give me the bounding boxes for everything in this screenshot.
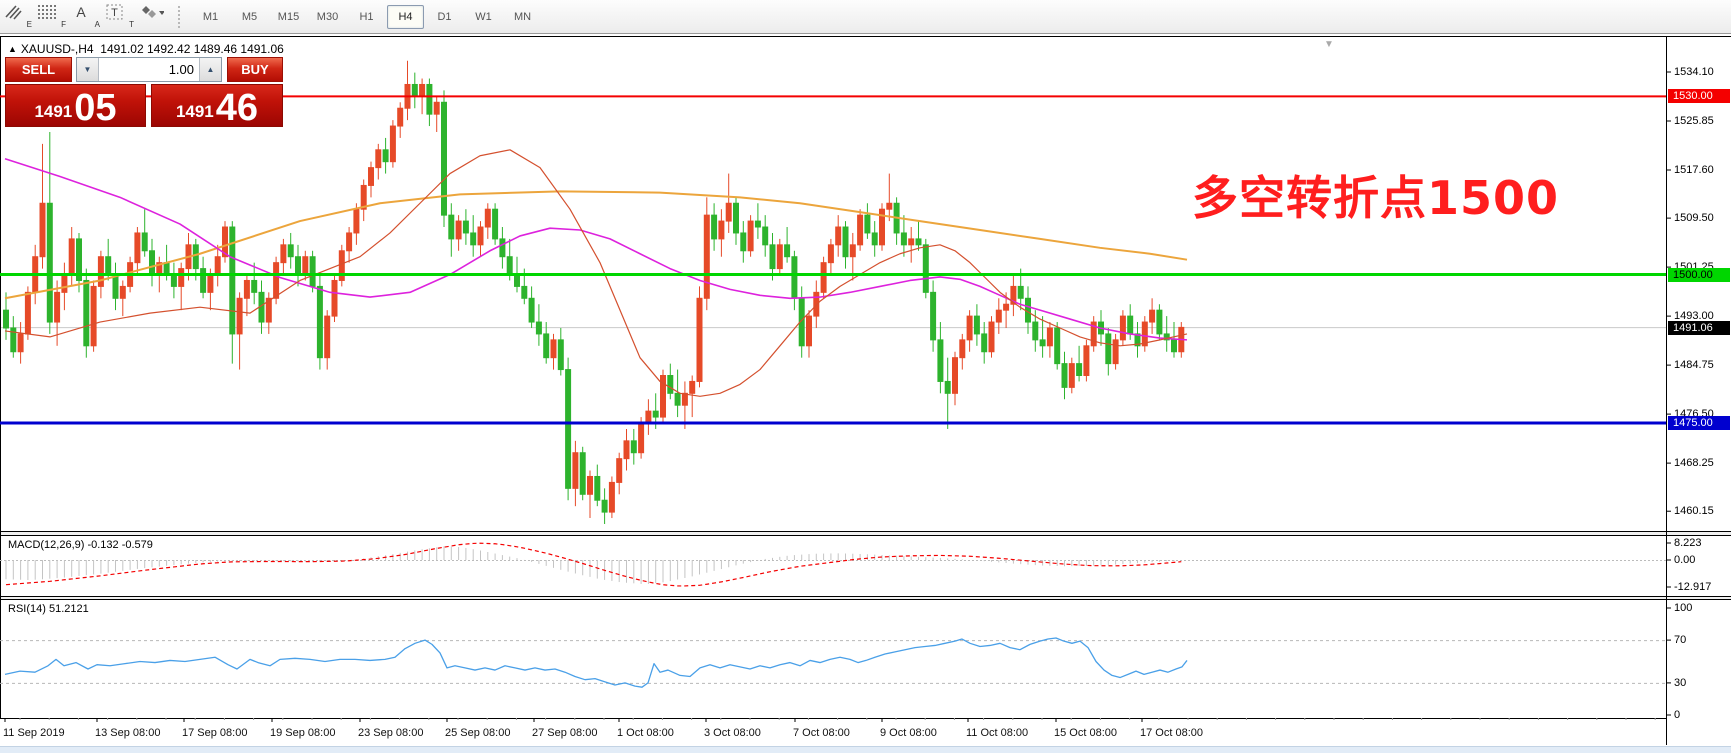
- symbol-title: XAUUSD-,H4: [20, 42, 94, 56]
- date-axis-label: 17 Sep 08:00: [182, 727, 248, 739]
- buy-price-box[interactable]: 1491 46: [151, 84, 283, 127]
- macd-axis-label: 0.00: [1674, 554, 1696, 566]
- rsi-axis-label: 100: [1674, 602, 1693, 614]
- timeframe-button-mn[interactable]: MN: [513, 10, 532, 23]
- timeframe-button-m30[interactable]: M30: [316, 10, 339, 23]
- sell-price-pips: 05: [74, 86, 117, 129]
- chart-header: ▲ XAUUSD-,H4 1491.02 1492.42 1489.46 1491…: [8, 42, 284, 56]
- rsi-axis-label: 0: [1674, 709, 1681, 721]
- ohlc-readout: 1491.02 1492.42 1489.46 1491.06: [100, 42, 284, 56]
- toolbar-separator: [178, 5, 185, 28]
- timeframe-button-d1[interactable]: D1: [437, 10, 452, 23]
- price-tick-label: 1460.15: [1674, 505, 1714, 518]
- date-axis-label: 3 Oct 08:00: [704, 727, 761, 739]
- date-axis-label: 9 Oct 08:00: [880, 727, 937, 739]
- rsi-label: RSI(14) 51.2121: [8, 603, 89, 615]
- volume-dropdown-icon[interactable]: ▼: [77, 58, 99, 81]
- sell-button[interactable]: SELL: [5, 57, 72, 82]
- price-tick-label: 1509.50: [1674, 212, 1714, 225]
- date-axis-label: 17 Oct 08:00: [1140, 727, 1203, 739]
- timeframe-button-h4[interactable]: H4: [387, 4, 424, 29]
- sell-price-main: 1491: [34, 102, 73, 121]
- pencil-draw-tool-icon[interactable]: E: [3, 3, 35, 31]
- macd-signal-line: [5, 542, 1182, 587]
- rsi-line: [4, 637, 1188, 688]
- date-axis-label: 11 Sep 2019: [3, 727, 65, 739]
- date-axis-label: 11 Oct 08:00: [966, 727, 1029, 739]
- fibonacci-grid-tool-icon-label: F: [61, 19, 66, 29]
- price-tick-label: 1468.25: [1674, 457, 1714, 470]
- macd-axis-label: 8.223: [1674, 537, 1702, 549]
- macd-label: MACD(12,26,9) -0.132 -0.579: [8, 539, 153, 551]
- price-tick-label: 1517.60: [1674, 164, 1714, 176]
- rsi-axis-label: 30: [1674, 676, 1687, 689]
- volume-increase-icon[interactable]: ▲: [199, 58, 221, 81]
- rsi-axis-label: 70: [1674, 634, 1687, 647]
- svg-text:T: T: [111, 7, 118, 19]
- buy-price-main: 1491: [175, 102, 214, 121]
- text-label-tool-icon-label: T: [129, 19, 134, 29]
- timeframe-button-m5[interactable]: M5: [241, 10, 258, 23]
- text-tool-icon-label: A: [94, 19, 100, 29]
- svg-text:A: A: [76, 4, 86, 20]
- price-tick-label: 1493.00: [1674, 310, 1714, 323]
- buy-price-pips: 46: [215, 86, 259, 129]
- ma-medium-magenta: [4, 157, 1188, 341]
- window-bottom-strip: [0, 746, 1731, 753]
- buy-button[interactable]: BUY: [227, 57, 283, 82]
- pane-borders: [0, 36, 1731, 745]
- fibonacci-grid-tool-icon[interactable]: F: [37, 3, 69, 31]
- trade-panel: SELL ▼ 1.00 ▲ BUY 1491 05 1491 46: [5, 57, 283, 127]
- price-badge-1500.00: 1500.00: [1668, 267, 1730, 282]
- date-axis-label: 25 Sep 08:00: [445, 727, 511, 739]
- date-axis-label: 13 Sep 08:00: [95, 727, 161, 739]
- price-badge-1475.00: 1475.00: [1668, 416, 1730, 431]
- timeframe-button-m1[interactable]: M1: [202, 10, 219, 23]
- shapes-arrows-tool-icon[interactable]: [139, 3, 171, 31]
- volume-input[interactable]: 1.00: [168, 62, 194, 77]
- date-axis-label: 19 Sep 08:00: [270, 727, 336, 739]
- volume-stepper: ▼ 1.00 ▲: [76, 57, 222, 82]
- candlesticks: [3, 60, 1185, 524]
- timeframe-group: M1 M5 M15 M30 H1 H4 D1 W1 MN: [191, 4, 542, 29]
- date-axis-label: 15 Oct 08:00: [1054, 727, 1117, 739]
- date-axis-label: 27 Sep 08:00: [532, 727, 598, 739]
- timeframe-button-h1[interactable]: H1: [359, 10, 374, 23]
- ma-fast-red: [4, 149, 1188, 397]
- date-axis-label: 1 Oct 08:00: [617, 727, 674, 739]
- price-badge-1491.06: 1491.06: [1668, 320, 1730, 335]
- ma-slow-orange: [4, 190, 1188, 300]
- date-axis-label: 7 Oct 08:00: [793, 727, 850, 739]
- price-tick-label: 1525.85: [1674, 115, 1714, 127]
- rsi-pane: [0, 637, 1666, 688]
- chart-annotation-text: 多空转折点1500: [1192, 171, 1560, 225]
- price-tick-label: 1534.10: [1674, 66, 1714, 78]
- timeframe-button-m15[interactable]: M15: [277, 10, 300, 23]
- sell-price-box[interactable]: 1491 05: [5, 84, 146, 127]
- macd-axis-label: -12.917: [1674, 581, 1712, 593]
- price-tick-label: 1484.75: [1674, 359, 1714, 372]
- price-badge-1530.00: 1530.00: [1668, 89, 1730, 104]
- macd-pane: [0, 542, 1666, 587]
- autoscroll-marker-icon[interactable]: ▼: [1324, 39, 1334, 50]
- date-axis-label: 23 Sep 08:00: [358, 727, 424, 739]
- collapse-panel-icon[interactable]: ▲: [8, 44, 17, 54]
- pencil-draw-tool-icon-label: E: [26, 19, 32, 29]
- timeframe-button-w1[interactable]: W1: [475, 10, 492, 23]
